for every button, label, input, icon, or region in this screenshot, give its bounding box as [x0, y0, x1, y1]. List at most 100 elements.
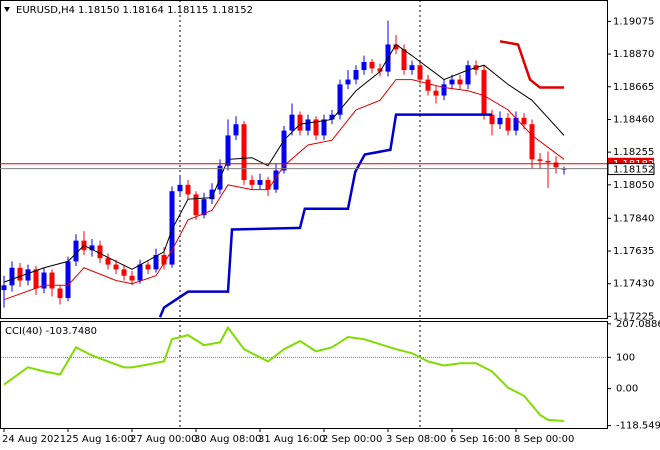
candle-body: [433, 90, 439, 96]
x-tick-label: 2 Sep 00:00: [322, 434, 382, 445]
candle-body: [337, 84, 343, 115]
candle-body: [209, 189, 215, 200]
candle-body: [481, 70, 487, 115]
y-tick-label: 1.18665: [613, 82, 654, 93]
candle-body: [297, 114, 303, 131]
candle-body: [249, 180, 255, 185]
candle-body: [257, 180, 263, 185]
candle-body: [289, 114, 295, 131]
x-tick-label: 3 Sep 08:00: [386, 434, 446, 445]
y-tick-label: 1.19075: [613, 16, 654, 27]
candle-body: [193, 194, 199, 216]
x-tick-label: 6 Sep 16:00: [450, 434, 510, 445]
candle-body: [313, 119, 319, 136]
candle-body: [225, 135, 231, 166]
candle-body: [9, 267, 15, 286]
candle-body: [553, 162, 559, 168]
candle-body: [401, 49, 407, 71]
candle-body: [1, 285, 7, 291]
candle-body: [273, 170, 279, 190]
candle-body: [489, 114, 495, 125]
candle-body: [281, 130, 287, 171]
candle-body: [265, 180, 271, 190]
indicator-line: [499, 40, 564, 89]
x-tick-label: 30 Aug 08:00: [194, 434, 261, 445]
y-tick-label: 1.18460: [613, 114, 654, 125]
candle-body: [145, 264, 151, 270]
candle-body: [457, 79, 463, 85]
candle-body: [201, 199, 207, 216]
candle-body: [505, 117, 511, 131]
candle-body: [161, 255, 167, 265]
candle-body: [137, 264, 143, 281]
candle-body: [361, 62, 367, 71]
candle-body: [465, 65, 471, 85]
y-tick-label: -118.5498: [616, 421, 660, 432]
candle-body: [49, 272, 55, 289]
x-tick-label: 24 Aug 2021: [2, 434, 66, 445]
candle-body: [177, 184, 183, 192]
candle-body: [545, 160, 551, 163]
menu-triangle[interactable]: [4, 7, 10, 12]
candle-body: [73, 240, 79, 262]
candle-body: [121, 269, 127, 276]
candle-body: [441, 84, 447, 96]
candle-body: [105, 258, 111, 265]
candle-body: [241, 124, 247, 181]
y-tick-label: 1.17225: [613, 311, 654, 322]
candle-body: [65, 261, 71, 299]
candle-body: [25, 269, 31, 281]
candle-body: [89, 245, 95, 251]
indicator-line: [158, 113, 492, 318]
y-tick-label: 0.00: [616, 384, 638, 395]
candle-body: [369, 62, 375, 69]
quote: 1.18150 1.18164 1.18115 1.18152: [78, 5, 253, 16]
y-tick-label: 207.0886: [616, 319, 660, 330]
candle-body: [57, 288, 63, 299]
candle-body: [537, 159, 543, 161]
candle-body: [185, 184, 191, 195]
candle-body: [305, 119, 311, 131]
y-tick-label: 1.17635: [613, 246, 654, 257]
candle-body: [513, 117, 519, 131]
candle-body: [169, 191, 175, 265]
candle-body: [449, 79, 455, 85]
candle-body: [377, 68, 383, 72]
y-tick-label: 1.18050: [613, 180, 654, 191]
candle-body: [345, 79, 351, 85]
candle-body: [233, 124, 239, 136]
cci-panel: [0, 321, 608, 429]
candle-body: [329, 114, 335, 120]
cci-title: CCI(40) -103.7480: [5, 326, 97, 337]
y-tick-label: 100: [616, 352, 635, 363]
candle-body: [529, 124, 535, 160]
x-tick-label: 31 Aug 16:00: [258, 434, 325, 445]
indicator-line: [3, 79, 565, 301]
candle-body: [353, 70, 359, 80]
candle-body: [129, 275, 135, 281]
y-tick-label: 1.17840: [613, 213, 654, 224]
x-tick-label: 25 Aug 16:00: [66, 434, 133, 445]
symbol: EURUSD,H4: [16, 5, 75, 16]
candle-body: [409, 65, 415, 71]
candle-body: [33, 269, 39, 289]
candle-body: [17, 267, 23, 281]
indicator-line: [3, 43, 565, 283]
price-panel: [0, 0, 608, 319]
cci-line: [3, 325, 565, 423]
candle-body: [425, 79, 431, 91]
candle-body: [97, 245, 103, 259]
candle-body: [153, 255, 159, 270]
y-tick-label: 1.18870: [613, 49, 654, 60]
x-tick-label: 27 Aug 00:00: [130, 434, 197, 445]
candle-body: [113, 264, 119, 270]
bid-label: 1.18152: [613, 165, 654, 176]
candle-body: [521, 117, 527, 125]
candle-body: [41, 272, 47, 289]
y-tick-label: 1.18255: [613, 147, 654, 158]
candle-body: [497, 117, 503, 125]
bid-box: [607, 163, 655, 176]
x-tick-label: 8 Sep 00:00: [514, 434, 574, 445]
